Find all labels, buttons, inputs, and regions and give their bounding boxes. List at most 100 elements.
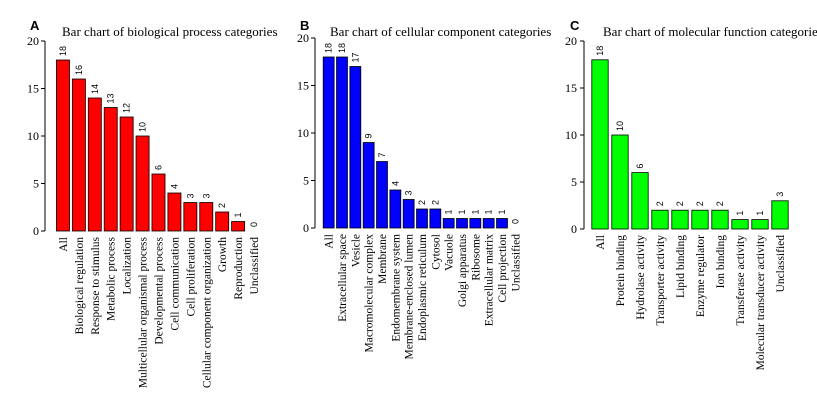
value-label: 3 — [185, 193, 195, 198]
category-label: Endomembrane system — [390, 234, 402, 342]
bar-hydrolase-activity — [631, 172, 649, 230]
category-label: Protein binding — [615, 235, 627, 306]
category-label: Cell proliferation — [185, 237, 197, 317]
bar-all — [322, 56, 335, 229]
category-label: Biological regulation — [74, 237, 86, 335]
value-label: 18 — [595, 46, 605, 56]
value-label: 10 — [138, 122, 148, 132]
bar-vesicle — [349, 66, 362, 229]
category-label: Extracellular matrix — [484, 234, 496, 327]
value-label: 17 — [350, 52, 360, 62]
chart-panel-b: B Bar chart of cellular component categor… — [297, 18, 551, 360]
chart-title: Bar chart of cellular component categori… — [330, 24, 551, 39]
value-label: 0 — [249, 222, 259, 227]
value-label: 6 — [154, 165, 164, 170]
panel-letter: B — [300, 18, 309, 33]
y-tick-label: 5 — [33, 177, 39, 191]
bar-unclassified — [771, 200, 789, 230]
value-label: 0 — [510, 219, 520, 224]
bar-cell-proliferation — [183, 202, 198, 232]
bar-cell-projection — [496, 218, 508, 229]
bar-lipid-binding — [671, 209, 689, 230]
value-label: 1 — [755, 211, 765, 216]
value-label: 3 — [404, 190, 414, 195]
bar-multicellular-organismal-process — [135, 135, 150, 232]
y-tick-label: 15 — [565, 81, 577, 95]
value-label: 7 — [377, 152, 387, 157]
bar-protein-binding — [611, 134, 629, 230]
bar-vacuole — [442, 218, 455, 229]
category-label: Unclassified — [249, 237, 261, 295]
category-label: Unclassified — [510, 234, 522, 292]
category-label: Transporter activity — [655, 235, 667, 326]
category-label: Hydrolase activity — [635, 235, 647, 320]
value-label: 1 — [497, 209, 507, 214]
category-label: Extracellular space — [337, 234, 349, 322]
category-label: Cytosol — [430, 234, 442, 270]
value-label: 14 — [90, 84, 100, 94]
y-tick-label: 0 — [303, 221, 309, 235]
y-tick-label: 20 — [27, 34, 39, 48]
category-label: Lipid binding — [675, 235, 687, 298]
value-label: 10 — [615, 121, 625, 131]
category-label: Transferase activity — [735, 235, 747, 326]
value-label: 2 — [417, 200, 427, 205]
category-label: All — [58, 237, 70, 252]
y-tick-label: 15 — [27, 82, 39, 96]
category-label: Metabolic process — [106, 236, 118, 321]
category-label: Cellular component organization — [201, 237, 213, 388]
panel-letter: A — [30, 18, 40, 33]
bar-endoplasmic-reticulum — [416, 208, 428, 229]
y-tick-label: 10 — [27, 129, 39, 143]
value-label: 12 — [122, 103, 132, 113]
value-label: 1 — [444, 209, 454, 214]
value-label: 9 — [364, 133, 374, 138]
bar-membrane — [376, 161, 388, 229]
y-tick-label: 10 — [297, 126, 309, 140]
bar-membrane-enclosed-lumen — [402, 199, 415, 229]
bar-cell-communication — [167, 192, 182, 232]
category-label: Golgi apparatus — [457, 233, 469, 307]
category-label: Localization — [122, 237, 134, 295]
category-label: Reproduction — [233, 237, 245, 300]
bar-growth — [215, 211, 230, 232]
bar-cytosol — [429, 208, 442, 229]
bar-endomembrane-system — [389, 189, 402, 229]
value-label: 2 — [430, 200, 440, 205]
chart-panel-c: C Bar chart of molecular function categor… — [565, 18, 817, 370]
value-label: 2 — [695, 201, 705, 206]
value-label: 13 — [106, 93, 116, 103]
value-label: 1 — [457, 209, 467, 214]
category-label: Multicellular organismal process — [138, 236, 150, 388]
bar-developmental-process — [151, 173, 166, 232]
y-tick-label: 5 — [303, 174, 309, 188]
y-tick-label: 15 — [297, 79, 309, 93]
bar-biological-regulation — [71, 78, 86, 232]
value-label: 2 — [655, 201, 665, 206]
y-tick-label: 0 — [571, 222, 577, 236]
bar-enzyme-regulator — [691, 209, 709, 230]
value-label: 1 — [233, 212, 243, 217]
y-tick-label: 10 — [565, 128, 577, 142]
bar-transferase-activity — [731, 219, 749, 230]
value-label: 1 — [470, 209, 480, 214]
bar-ribosome — [469, 218, 482, 229]
bar-extracellular-matrix — [482, 218, 495, 229]
bar-transporter-activity — [651, 209, 669, 230]
category-label: Membrane-enclosed lumen — [404, 234, 416, 360]
bar-response-to-stimulus — [87, 97, 102, 232]
category-label: Vesicle — [350, 234, 362, 267]
bar-ion-binding — [711, 209, 729, 230]
bar-molecular-transducer-activity — [751, 219, 769, 230]
value-label: 18 — [324, 43, 334, 53]
category-label: Macromolecular complex — [364, 234, 376, 353]
y-tick-label: 5 — [571, 175, 577, 189]
value-label: 1 — [735, 211, 745, 216]
category-label: All — [324, 234, 336, 249]
category-label: Ion binding — [715, 235, 727, 289]
category-label: Cell projection — [497, 234, 509, 303]
bar-all — [56, 59, 70, 232]
bar-extracellular-space — [336, 56, 348, 229]
